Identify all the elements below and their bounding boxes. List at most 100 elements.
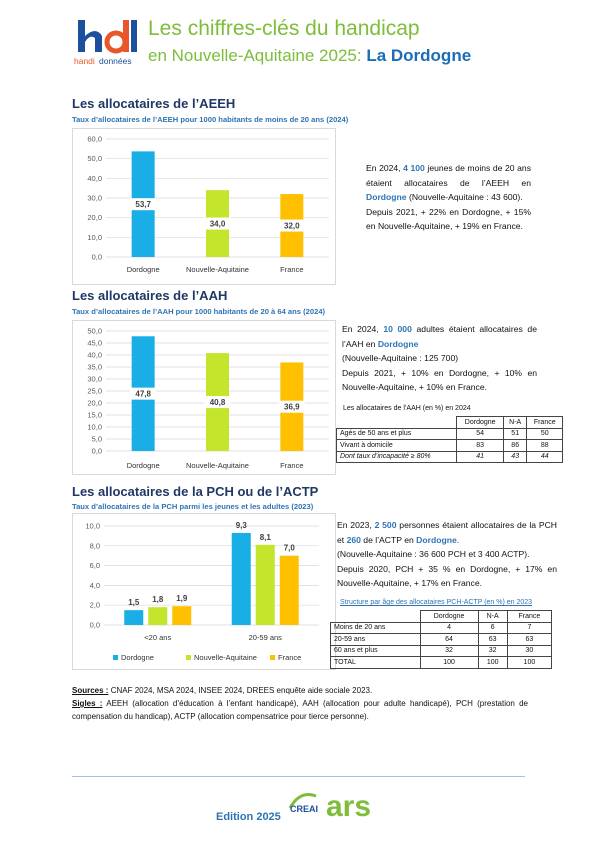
legend-label: Nouvelle-Aquitaine — [194, 653, 257, 662]
cell: 64 — [419, 633, 479, 646]
chart-title: Taux d’allocataires de la PCH parmi les … — [72, 502, 314, 511]
paragraph: En 2024, 4 100 jeunes de moins de 20 ans… — [366, 161, 531, 234]
logo: handi données — [74, 20, 137, 66]
text-run: En 2024, — [366, 163, 404, 173]
text-run: . — [456, 534, 460, 545]
cell: 83 — [456, 439, 504, 452]
table-caption: Structure par âge des allocataires PCH-A… — [340, 599, 533, 606]
text-line: En 2024, 10 000 adultes étaient allocata… — [342, 322, 537, 351]
bar — [231, 532, 251, 625]
legend-label: France — [278, 653, 301, 662]
table-row: Agés de 50 ans et plus 54 51 50 — [335, 427, 563, 440]
logo-shape — [288, 793, 317, 809]
text-run: Dordogne — [377, 338, 419, 349]
data-label: 7,0 — [284, 544, 296, 553]
text-run: (Nouvelle-Aquitaine : 43 600). — [406, 192, 523, 202]
y-tick-label: 40,0 — [87, 174, 102, 183]
sources: Sources : CNAF 2024, MSA 2024, INSEE 202… — [72, 684, 528, 723]
data-label: 40,8 — [210, 398, 226, 407]
text-run: 260 — [346, 534, 361, 545]
cell: 51 — [502, 427, 528, 440]
sigles-text: AEEH (allocation d’éducation à l’enfant … — [72, 699, 529, 721]
text-run: de l’ACTP en — [360, 534, 417, 545]
table-row: Dont taux d’incapacité ≥ 80% 41 43 44 — [335, 450, 563, 463]
table-row: TOTAL 100 100 100 — [330, 656, 553, 669]
text-run: adultes étaient allocataires de l’AAH en — [342, 324, 537, 349]
sigles-label: Sigles : — [72, 699, 103, 708]
x-tick-label: France — [280, 461, 303, 470]
row-label: Vivant à domicile — [335, 439, 458, 452]
y-tick-label: 30,0 — [87, 194, 102, 203]
row-label: Agés de 50 ans et plus — [335, 427, 458, 440]
logo-text: CREAI — [290, 804, 318, 814]
label-bg — [130, 198, 157, 211]
bar — [124, 610, 144, 625]
text-run: 10 000 — [383, 324, 412, 334]
edition: Edition 2025 — [216, 811, 281, 823]
logo-shape — [104, 30, 128, 54]
legend-swatch — [186, 655, 191, 660]
text-line: En 2024, 4 100 jeunes de moins de 20 ans… — [366, 161, 531, 205]
cell: 100 — [477, 656, 508, 669]
logo-shape — [131, 20, 137, 52]
text-run: Dordogne — [416, 534, 457, 545]
y-tick-label: 30,0 — [87, 375, 102, 384]
cell: 86 — [502, 439, 528, 452]
sources-label: Sources : — [72, 686, 109, 695]
data-label: 47,8 — [135, 390, 151, 399]
y-tick-label: 5,0 — [92, 435, 102, 444]
x-tick-label: Dordogne — [127, 461, 160, 470]
cell: 88 — [526, 439, 563, 452]
logo-text: ars — [326, 790, 371, 823]
paragraph: En 2024, 10 000 adultes étaient allocata… — [342, 322, 537, 395]
text-run: Depuis 2021, + 22% en Dordogne, + 15% en… — [366, 206, 531, 232]
cell: 43 — [502, 450, 528, 463]
label-bg — [204, 217, 231, 230]
section-heading: Les allocataires de la PCH ou de l’ACTP — [72, 484, 319, 499]
section-heading: Les allocataires de l’AAH — [72, 288, 228, 303]
table-row: 60 ans et plus 32 32 30 — [330, 644, 553, 657]
cell: 63 — [477, 633, 508, 646]
cell: 54 — [456, 427, 504, 440]
row-label: 20-59 ans — [330, 633, 421, 646]
y-tick-label: 4,0 — [90, 581, 100, 590]
data-label: 1,9 — [176, 594, 188, 603]
data-label: 8,1 — [260, 533, 272, 542]
bar — [255, 544, 275, 625]
table: Dordogne N-A France Agés de 50 ans et plus 5… — [335, 416, 563, 463]
chart: 0,0 10,0 20,0 30,0 40,0 50,0 60,0 Dordogne Nouve… — [72, 128, 336, 285]
y-tick-label: 60,0 — [87, 135, 102, 144]
text-run: (Nouvelle-Aquitaine : 36 600 PCH et 3 40… — [337, 549, 530, 559]
cell: 32 — [477, 644, 508, 657]
y-tick-label: 0,0 — [90, 621, 100, 630]
label-bg — [204, 396, 231, 409]
y-tick-label: 2,0 — [90, 601, 100, 610]
table-row: 20-59 ans 64 63 63 — [330, 633, 553, 646]
y-tick-label: 10,0 — [85, 522, 100, 531]
cell: 50 — [526, 427, 563, 440]
y-tick-label: 50,0 — [87, 154, 102, 163]
text-run: Dordogne — [366, 192, 407, 202]
cell: 4 — [419, 621, 479, 634]
column-header: Dordogne — [456, 416, 504, 429]
label-bg — [278, 219, 305, 232]
data-label: 53,7 — [135, 200, 151, 209]
separator — [72, 776, 525, 777]
y-tick-label: 45,0 — [87, 339, 102, 348]
y-tick-label: 15,0 — [87, 411, 102, 420]
data-label: 1,8 — [152, 595, 164, 604]
text-run: (Nouvelle-Aquitaine : 125 700) — [342, 353, 459, 363]
subtitle: en Nouvelle-Aquitaine 2025: La Dordogne — [148, 46, 471, 66]
row-label: 60 ans et plus — [330, 644, 421, 657]
bar — [172, 606, 192, 625]
data-label: 32,0 — [284, 222, 300, 231]
cell: 30 — [506, 644, 553, 657]
column-header: N-A — [502, 416, 528, 429]
row-label: TOTAL — [330, 656, 421, 669]
y-tick-label: 6,0 — [90, 561, 100, 570]
table-header: Dordogne N-A France — [330, 610, 553, 623]
cell: 32 — [419, 644, 479, 657]
table-corner — [330, 610, 421, 623]
logo-text: données — [99, 56, 132, 66]
